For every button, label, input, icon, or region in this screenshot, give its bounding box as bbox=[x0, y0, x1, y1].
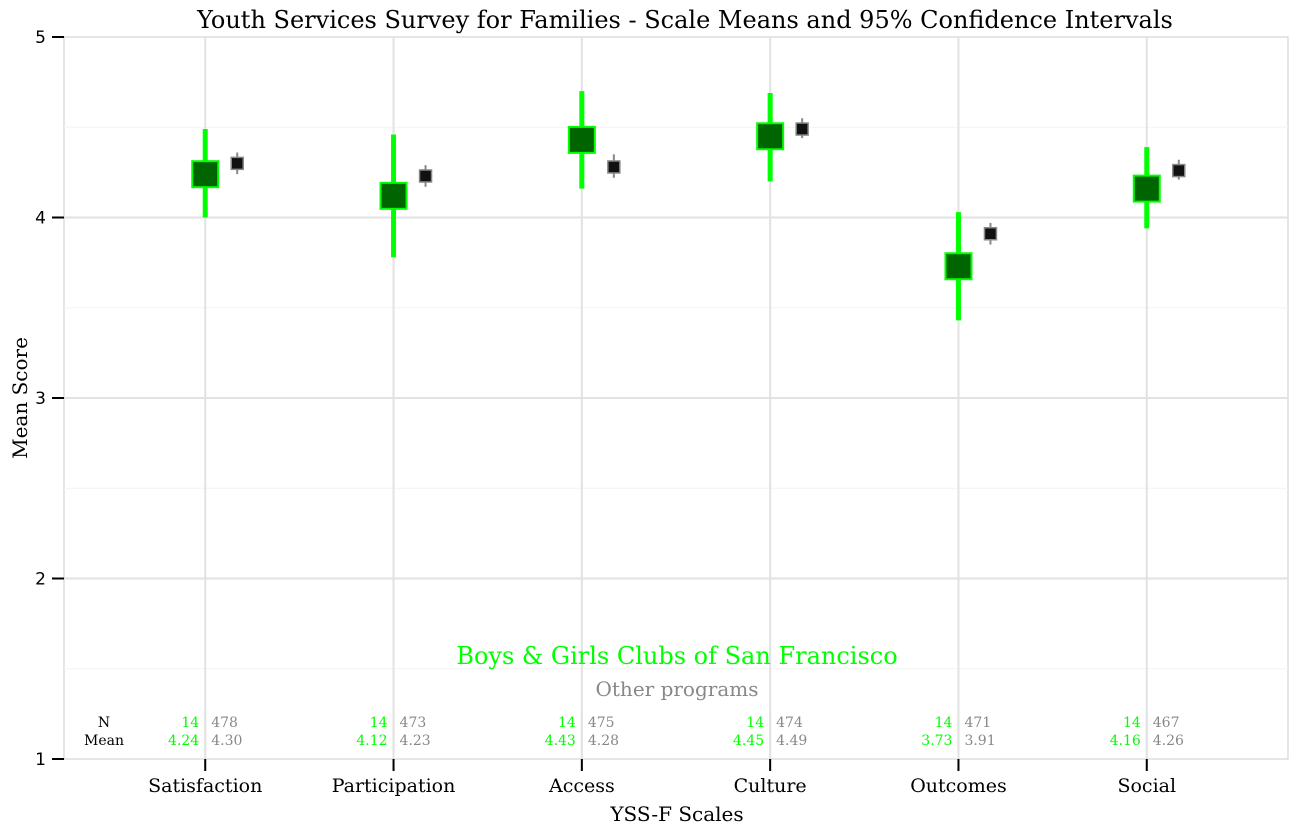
n-label-other: 467 bbox=[1153, 715, 1180, 731]
x-tick-label: Culture bbox=[734, 775, 807, 797]
y-tick-label: 5 bbox=[35, 28, 46, 48]
n-label-bgc: 14 bbox=[558, 715, 576, 731]
mean-point-other bbox=[607, 160, 621, 174]
mean-label-bgc: 4.45 bbox=[733, 733, 764, 749]
chart-title: Youth Services Survey for Families - Sca… bbox=[196, 6, 1173, 34]
x-tick-label: Outcomes bbox=[910, 775, 1007, 797]
n-label-other: 478 bbox=[211, 715, 238, 731]
n-label-other: 474 bbox=[776, 715, 803, 731]
mean-label-bgc: 4.43 bbox=[545, 733, 576, 749]
y-tick-label: 4 bbox=[35, 209, 46, 229]
x-tick-label: Satisfaction bbox=[148, 775, 262, 797]
n-label-other: 473 bbox=[400, 715, 427, 731]
x-tick-label: Social bbox=[1117, 775, 1176, 797]
mean-label-other: 4.23 bbox=[400, 733, 431, 749]
mean-label-other: 4.28 bbox=[588, 733, 619, 749]
mean-point-other bbox=[1172, 163, 1186, 178]
mean-label-other: 4.49 bbox=[776, 733, 807, 749]
x-tick-label: Participation bbox=[332, 775, 456, 797]
mean-point-bgc bbox=[1132, 174, 1161, 203]
y-axis-label: Mean Score bbox=[8, 337, 32, 459]
mean-point-other bbox=[230, 156, 244, 171]
n-label-bgc: 14 bbox=[935, 715, 953, 731]
y-tick-label: 3 bbox=[35, 389, 46, 409]
n-label-bgc: 14 bbox=[181, 715, 199, 731]
axes: 1 2 3 4 5 Satisfaction Participation Access Cult… bbox=[35, 28, 1176, 797]
mean-label-bgc: 4.12 bbox=[356, 733, 387, 749]
mean-point-bgc bbox=[756, 122, 785, 151]
legend-other: Other programs bbox=[596, 677, 759, 701]
x-tick-label: Access bbox=[548, 775, 615, 797]
x-axis-label: YSS-F Scales bbox=[609, 802, 743, 826]
y-tick-label: 2 bbox=[35, 570, 46, 590]
mean-point-bgc bbox=[567, 125, 596, 154]
mean-point-other bbox=[418, 169, 433, 183]
mean-point-bgc bbox=[379, 181, 408, 210]
mean-label-other: 4.30 bbox=[211, 733, 242, 749]
legend-bgc: Boys & Girls Clubs of San Francisco bbox=[456, 642, 897, 670]
n-label-other: 475 bbox=[588, 715, 615, 731]
mean-point-bgc bbox=[191, 160, 220, 189]
mean-label-bgc: 3.73 bbox=[921, 733, 952, 749]
stats-table: N Mean 14 4.24 478 4.30 14 4.12 473 4.23 14 4.43 475… bbox=[84, 714, 1184, 751]
row-label-n: N bbox=[98, 715, 110, 731]
mean-point-other bbox=[795, 122, 809, 136]
mean-label-other: 4.26 bbox=[1153, 733, 1184, 749]
mean-point-bgc bbox=[944, 252, 973, 281]
n-label-other: 471 bbox=[964, 715, 991, 731]
row-label-mean: Mean bbox=[84, 733, 124, 749]
mean-point-other bbox=[983, 226, 998, 241]
mean-label-other: 3.91 bbox=[964, 733, 995, 749]
n-label-bgc: 14 bbox=[370, 715, 388, 731]
n-label-bgc: 14 bbox=[746, 715, 764, 731]
mean-label-bgc: 4.16 bbox=[1110, 733, 1141, 749]
mean-label-bgc: 4.24 bbox=[168, 733, 199, 749]
n-label-bgc: 14 bbox=[1123, 715, 1141, 731]
marks bbox=[191, 91, 1186, 321]
y-tick-label: 1 bbox=[35, 750, 46, 770]
